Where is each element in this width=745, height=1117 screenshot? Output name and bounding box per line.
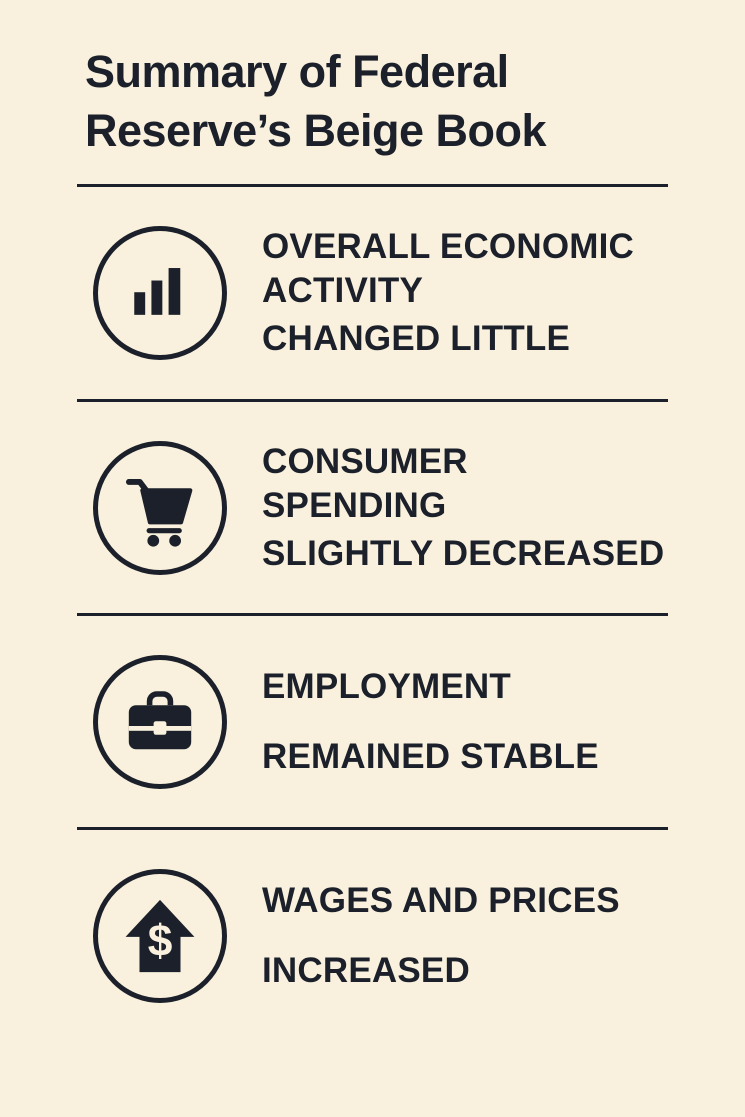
section-text: EMPLOYMENT REMAINED STABLE bbox=[262, 665, 599, 779]
section-status: SLIGHTLY DECREASED bbox=[262, 533, 665, 573]
section-topic: CONSUMER SPENDING bbox=[262, 441, 468, 525]
icon-circle-consumer-spending bbox=[93, 440, 227, 575]
icon-circle-employment bbox=[93, 654, 227, 789]
section-topic: EMPLOYMENT bbox=[262, 666, 511, 706]
icon-circle-economic-activity bbox=[93, 226, 227, 360]
section-text: OVERALL ECONOMIC ACTIVITY CHANGED LITTLE bbox=[262, 225, 634, 361]
page-title: Summary of Federal Reserve’s Beige Book bbox=[85, 46, 547, 156]
section-topic: OVERALL ECONOMIC ACTIVITY bbox=[262, 227, 635, 310]
dollar-sign-glyph: $ bbox=[148, 916, 173, 965]
section-status: INCREASED bbox=[262, 950, 470, 990]
rising-dollar-icon: $ bbox=[125, 899, 195, 972]
shopping-cart-icon bbox=[125, 478, 193, 547]
section-text: CONSUMER SPENDING SLIGHTLY DECREASED bbox=[262, 440, 664, 576]
briefcase-icon bbox=[128, 690, 192, 749]
bar-chart-icon bbox=[134, 268, 181, 315]
section-status: REMAINED STABLE bbox=[262, 736, 599, 776]
section-topic: WAGES AND PRICES bbox=[262, 880, 620, 920]
section-employment: EMPLOYMENT REMAINED STABLE bbox=[77, 613, 668, 827]
icon-circle-wages-prices: $ bbox=[93, 868, 227, 1003]
section-consumer-spending: CONSUMER SPENDING SLIGHTLY DECREASED bbox=[77, 399, 668, 613]
section-wages-and-prices: $ WAGES AND PRICES INCREASED bbox=[77, 827, 668, 1041]
section-status: CHANGED LITTLE bbox=[262, 319, 571, 358]
section-text: WAGES AND PRICES INCREASED bbox=[262, 879, 620, 993]
infographic: Summary of Federal Reserve’s Beige Book … bbox=[77, 0, 668, 1041]
section-overall-economic-activity: OVERALL ECONOMIC ACTIVITY CHANGED LITTLE bbox=[77, 184, 668, 399]
